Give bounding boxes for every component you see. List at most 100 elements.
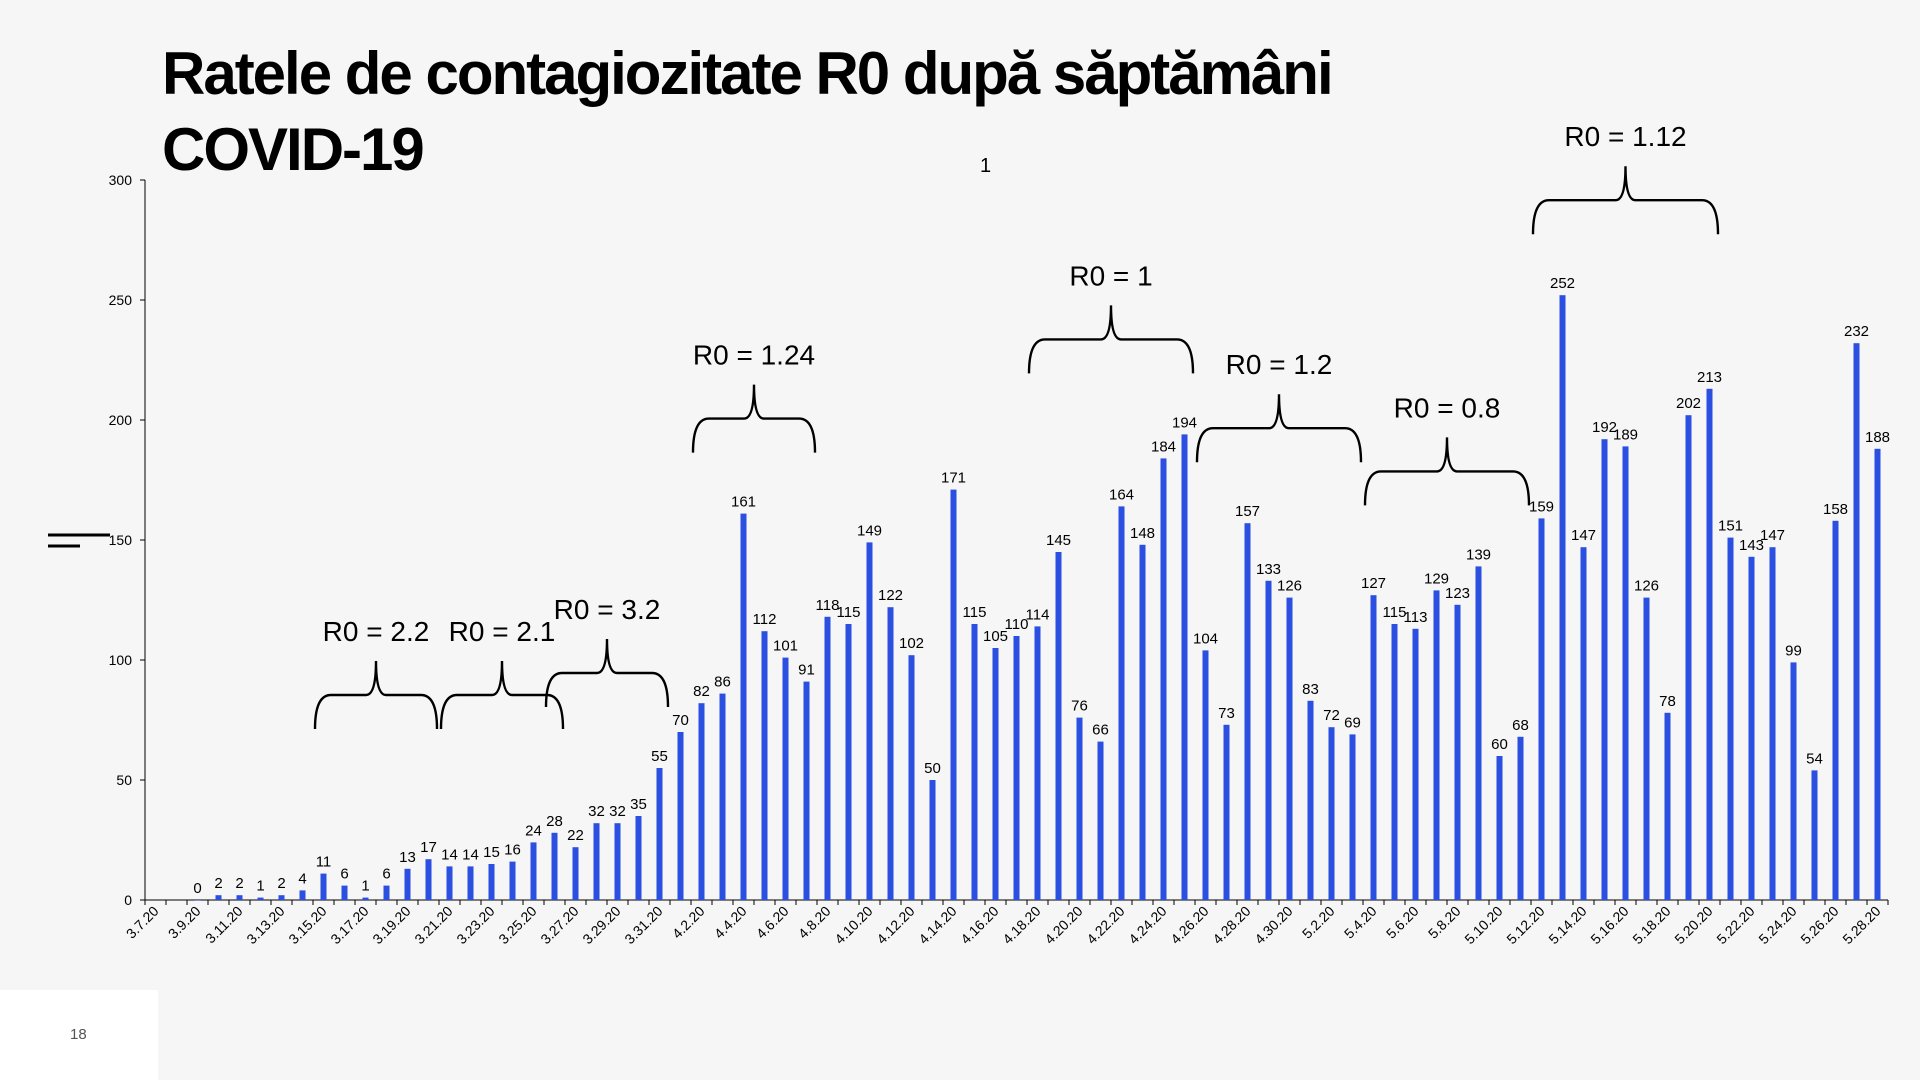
bar <box>1454 604 1461 900</box>
data-label: 13 <box>399 849 416 866</box>
x-tick-label: 4.4.20 <box>711 903 750 942</box>
bar <box>572 847 579 900</box>
bar <box>341 885 348 900</box>
data-label: 6 <box>340 866 348 883</box>
bar <box>1811 770 1818 900</box>
x-tick-label: 3.7.20 <box>123 903 162 942</box>
bar <box>1244 523 1251 900</box>
data-label: 232 <box>1844 323 1869 340</box>
bar <box>1832 520 1839 900</box>
data-label: 83 <box>1302 681 1319 698</box>
data-label: 139 <box>1466 546 1491 563</box>
bar <box>530 842 537 900</box>
data-label: 91 <box>798 662 815 679</box>
bar <box>1538 518 1545 900</box>
bar <box>950 489 957 900</box>
bar <box>236 895 243 900</box>
r0-brace <box>1363 437 1531 506</box>
x-tick-label: 3.31.20 <box>621 903 665 947</box>
r0-label: R0 = 1.2 <box>1226 349 1333 380</box>
bar <box>1139 544 1146 900</box>
x-tick-label: 5.22.20 <box>1713 903 1757 947</box>
r0-label: R0 = 3.2 <box>554 594 661 625</box>
data-label: 72 <box>1323 707 1340 724</box>
data-label: 148 <box>1130 525 1155 542</box>
bar <box>887 607 894 900</box>
data-label: 114 <box>1026 606 1050 623</box>
bar <box>1412 628 1419 900</box>
bar <box>278 895 285 900</box>
x-tick-label: 3.9.20 <box>165 903 204 942</box>
x-tick-label: 4.24.20 <box>1125 903 1169 947</box>
data-label: 129 <box>1424 570 1449 587</box>
bar <box>1769 547 1776 900</box>
data-label: 189 <box>1613 426 1638 443</box>
bar <box>509 861 516 900</box>
x-tick-label: 3.11.20 <box>202 903 246 947</box>
bar <box>1853 343 1860 900</box>
x-tick-label: 5.6.20 <box>1383 903 1422 942</box>
bar <box>1790 662 1797 900</box>
bar <box>215 895 222 900</box>
data-label: 22 <box>567 827 584 844</box>
data-label: 35 <box>630 796 647 813</box>
data-label: 115 <box>837 604 861 621</box>
bar <box>1160 458 1167 900</box>
data-label: 2 <box>277 875 285 892</box>
data-label: 127 <box>1361 575 1386 592</box>
data-label: 68 <box>1512 717 1529 734</box>
data-label: 28 <box>546 813 563 830</box>
data-label: 184 <box>1151 438 1176 455</box>
data-label: 76 <box>1071 698 1088 715</box>
x-tick-label: 4.18.20 <box>999 903 1043 947</box>
data-label: 112 <box>753 611 777 628</box>
y-tick-label: 0 <box>124 892 132 908</box>
bar <box>677 732 684 900</box>
bar <box>1370 595 1377 900</box>
x-tick-label: 4.30.20 <box>1251 903 1295 947</box>
data-label: 4 <box>298 870 306 887</box>
data-label: 0 <box>193 880 201 897</box>
bar <box>845 624 852 900</box>
x-tick-label: 3.23.20 <box>453 903 497 947</box>
x-tick-label: 4.16.20 <box>957 903 1001 947</box>
slide-title-line-1: Ratele de contagiozitate R0 după săptămâ… <box>162 40 1334 107</box>
data-label: 145 <box>1046 532 1071 549</box>
bar <box>320 873 327 900</box>
bar <box>1349 734 1356 900</box>
y-tick-label: 150 <box>109 532 133 548</box>
bar <box>1034 626 1041 900</box>
data-label: 16 <box>504 842 521 859</box>
bar <box>1097 741 1104 900</box>
bar <box>194 900 201 901</box>
chart-decoration <box>48 533 110 548</box>
slide-title-line-2: COVID-19 <box>162 116 425 183</box>
data-label: 118 <box>816 597 840 614</box>
data-label: 15 <box>483 844 500 861</box>
x-tick-label: 5.16.20 <box>1587 903 1631 947</box>
x-tick-label: 5.24.20 <box>1755 903 1799 947</box>
bar <box>1307 700 1314 900</box>
data-label: 158 <box>1823 501 1848 518</box>
bar <box>1265 580 1272 900</box>
x-tick-label: 5.26.20 <box>1797 903 1841 947</box>
data-label: 171 <box>941 470 966 487</box>
data-label: 104 <box>1193 630 1218 647</box>
page-number: 18 <box>70 1026 87 1043</box>
bar <box>593 823 600 900</box>
bar <box>1874 448 1881 900</box>
data-label: 32 <box>588 803 605 820</box>
bar <box>1706 388 1713 900</box>
data-label: 115 <box>1383 604 1407 621</box>
r0-label: R0 = 2.1 <box>449 616 556 647</box>
bar <box>761 631 768 900</box>
data-label: 133 <box>1256 561 1281 578</box>
bar <box>1328 727 1335 900</box>
r0-label: R0 = 1 <box>1069 260 1152 291</box>
data-label: 122 <box>878 587 903 604</box>
bar <box>1433 590 1440 900</box>
bar <box>446 866 453 900</box>
